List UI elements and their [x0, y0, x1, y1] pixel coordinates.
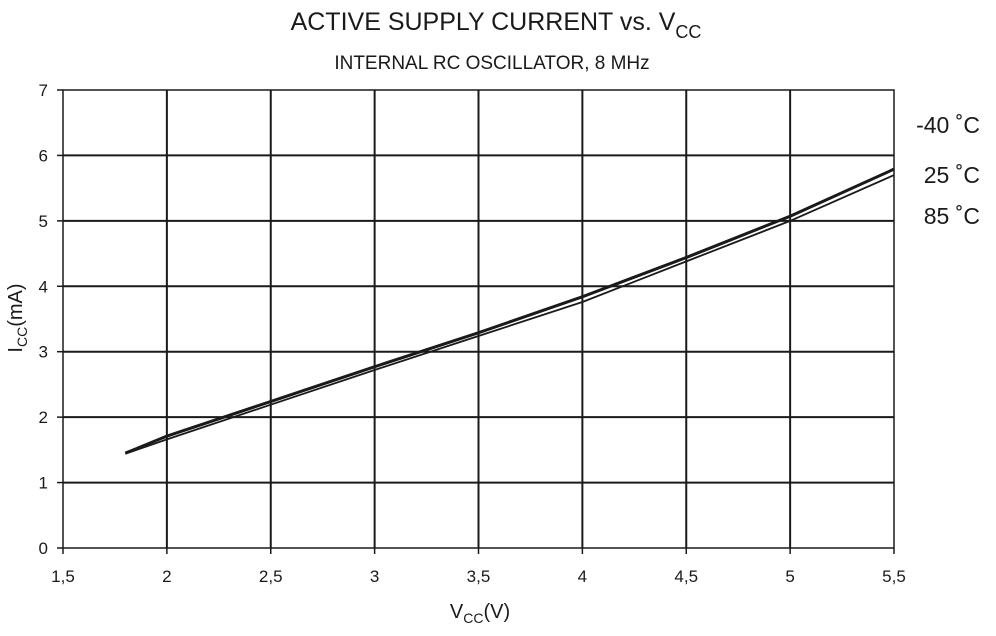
x-tick-label: 1,5	[51, 567, 75, 586]
y-tick-label: 4	[39, 277, 48, 296]
series-label-85c: 85 ˚C	[924, 203, 980, 229]
x-tick-label: 2,5	[259, 567, 283, 586]
x-tick-label: 4,5	[674, 567, 698, 586]
series-labels: -40 ˚C 25 ˚C 85 ˚C	[916, 112, 980, 229]
chart-title-subscript: CC	[675, 22, 701, 42]
x-axis-label-unit: (V)	[483, 601, 510, 623]
series-line-minus40c	[124, 167, 895, 454]
y-axis-label-unit: (mA)	[5, 283, 27, 326]
chart-subtitle: INTERNAL RC OSCILLATOR, 8 MHz	[334, 53, 649, 74]
series-label-minus40c: -40 ˚C	[916, 112, 980, 138]
x-tick-label: 3,5	[467, 567, 491, 586]
y-tick-label: 5	[39, 212, 48, 231]
series-line-85c	[125, 174, 895, 455]
axes: 1,5 2 2,5 3 3,5 4 4,5 5 5,5 0 1 2 3 4 5 6 7	[39, 81, 906, 586]
y-tick-label: 6	[39, 146, 48, 165]
y-tick-label: 1	[39, 474, 48, 493]
x-axis-label-main: V	[450, 601, 464, 623]
y-axis-label-subscript: CC	[14, 327, 30, 347]
y-tick-label: 2	[39, 408, 48, 427]
y-tick-label: 3	[39, 343, 48, 362]
chart-title-main: ACTIVE SUPPLY CURRENT vs. V	[291, 8, 676, 36]
x-axis-label-subscript: CC	[463, 610, 483, 626]
series-lines	[124, 167, 895, 455]
y-axis-label: ICC(mA)	[5, 283, 30, 352]
y-axis-label-main: I	[5, 347, 27, 353]
x-tick-label: 5	[785, 567, 794, 586]
series-label-25c: 25 ˚C	[924, 162, 980, 188]
y-tick-label: 7	[39, 81, 48, 100]
y-tick-label: 0	[39, 539, 48, 558]
grid	[63, 90, 894, 548]
x-tick-label: 2	[162, 567, 171, 586]
series-line-25c	[124, 168, 895, 454]
x-axis-label: VCC(V)	[450, 601, 510, 626]
x-tick-label: 5,5	[882, 567, 906, 586]
x-tick-label: 4	[578, 567, 587, 586]
x-tick-label: 3	[370, 567, 379, 586]
chart-title: ACTIVE SUPPLY CURRENT vs. VCC	[291, 8, 702, 42]
